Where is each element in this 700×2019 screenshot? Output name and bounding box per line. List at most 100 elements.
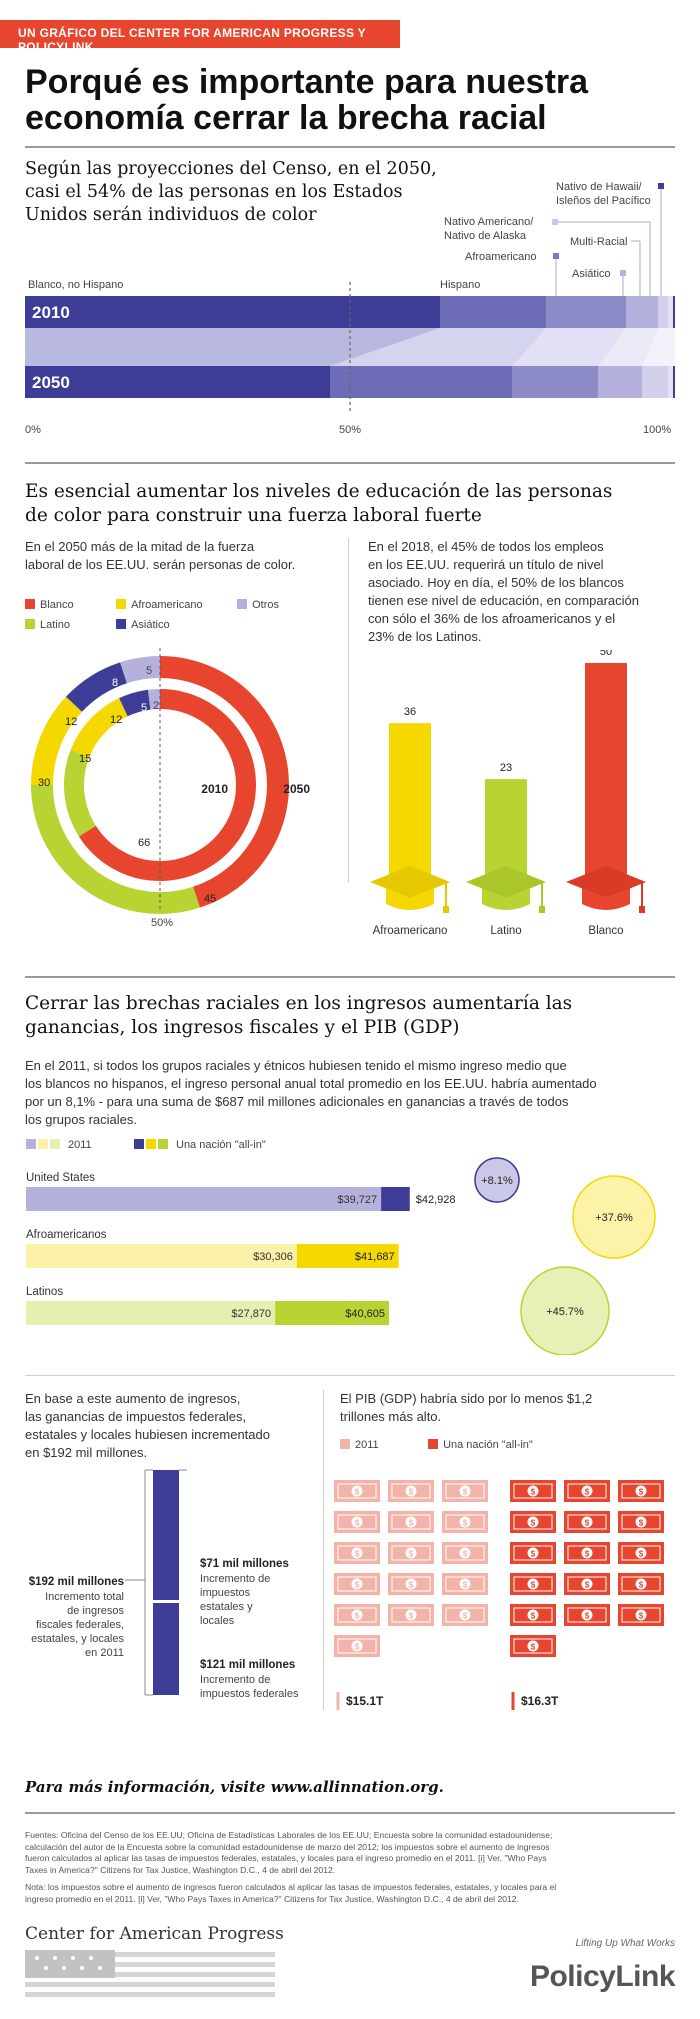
donut-val-outer-asian: 8 [112, 677, 118, 689]
bar-2010-black [546, 296, 626, 328]
dollar-coin-icon [351, 1609, 363, 1621]
dollar-sign-icon: $ [409, 1550, 414, 1559]
label-white: Blanco, no Hispano [28, 279, 123, 291]
banknote-border [567, 1576, 607, 1592]
dollar-sign-icon: $ [355, 1519, 360, 1528]
text-line: los blancos no hispanos, el ingreso pers… [25, 1076, 597, 1091]
year-2050-label: 2050 [32, 373, 70, 392]
census-heading: Según las proyecciones del Censo, en el … [25, 158, 495, 227]
dollar-sign-icon: $ [463, 1612, 468, 1621]
dollar-coin-icon [459, 1485, 471, 1497]
label-asian: Asiático [572, 268, 611, 280]
divider [25, 146, 675, 148]
legend-swatch-other [237, 599, 248, 609]
tax-federal-label: $121 mil millones [200, 1659, 295, 1671]
legend-swatch-allin [158, 1139, 168, 1149]
column-divider [348, 538, 349, 883]
donut-2010-white-segment [78, 689, 256, 881]
money-grid-allin: $ $ $ $ $ $ $ $ $ $ $ $ $ $ $ $ [510, 1480, 664, 1657]
dollar-coin-icon [581, 1578, 593, 1590]
banknote-border [621, 1483, 661, 1499]
more-info-link[interactable]: Para más información, visite www.allinna… [25, 1778, 444, 1796]
legend-swatch-2011 [340, 1439, 350, 1449]
dollar-sign-icon: $ [531, 1581, 536, 1590]
dollar-sign-icon: $ [531, 1643, 536, 1652]
dollar-sign-icon: $ [463, 1488, 468, 1497]
legend-swatch-allin [134, 1139, 144, 1149]
dollar-coin-icon [351, 1578, 363, 1590]
donut-2010-ring [64, 689, 256, 881]
policylink-tagline: Lifting Up What Works [575, 1938, 675, 1949]
text-line: laboral de los EE.UU. serán personas de … [25, 557, 296, 572]
text-line: En el 2018, el 45% de todos los empleos [368, 539, 604, 554]
text-line: en $192 mil millones. [25, 1445, 148, 1460]
income-row-name: Afroamericanos [26, 1229, 107, 1241]
dollar-coin-icon [351, 1485, 363, 1497]
year-2010-label: 2010 [32, 303, 70, 322]
dollar-sign-icon: $ [531, 1612, 536, 1621]
dollar-coin-icon [351, 1547, 363, 1559]
cap-tassel [443, 906, 449, 913]
axis-0: 0% [25, 424, 41, 436]
legend-swatch-2011 [38, 1139, 48, 1149]
title-line-1: Porqué es importante para nuestra [25, 63, 589, 101]
banknote-border [621, 1545, 661, 1561]
dollar-coin-icon [351, 1516, 363, 1528]
banknote-border [445, 1514, 485, 1530]
dollar-sign-icon: $ [585, 1550, 590, 1559]
text-line: 23% de los Latinos. [368, 629, 482, 644]
legend-allin: Una nación "all-in" [443, 1439, 533, 1451]
connector-hispanic [330, 328, 546, 366]
dollar-coin-icon [459, 1609, 471, 1621]
bar-2010-white [25, 296, 440, 328]
cap-logo: Center for American Progress [25, 1924, 305, 2004]
banknote-border [513, 1483, 553, 1499]
dollar-coin-icon [581, 1547, 593, 1559]
dollar-coin-icon [527, 1485, 539, 1497]
text-line: En el 2050 más de la mitad de la fuerza [25, 539, 255, 554]
dollar-coin-icon [527, 1578, 539, 1590]
bar-2050-native [668, 366, 673, 398]
divider [25, 1812, 675, 1814]
bar-2050-asian [598, 366, 642, 398]
bar-2050-multi [642, 366, 668, 398]
bar-2050-hawaii [673, 366, 675, 398]
edu-bar-white [585, 663, 627, 878]
banknote-border [337, 1576, 377, 1592]
column-divider [323, 1390, 324, 1710]
gdp-allin-value: $16.3T [521, 1694, 559, 1708]
income-body: En el 2011, si todos los grupos raciales… [25, 1057, 675, 1129]
label-hawaii: Nativo de Hawaii/ [556, 181, 643, 193]
edu-bar-name-black: Afroamericano [373, 925, 448, 937]
income-heading-line: ganancias, los ingresos fiscales y el PI… [25, 1017, 460, 1038]
banknote-border [337, 1638, 377, 1654]
edu-bar-latino [485, 779, 527, 878]
graduation-cap-icon [386, 888, 434, 910]
text-line: asociado. Hoy en día, el 50% de los blan… [368, 575, 624, 590]
banknote-border [337, 1545, 377, 1561]
text-line: En base a este aumento de ingresos, [25, 1391, 241, 1406]
banknote-border [513, 1576, 553, 1592]
tax-total-label: $192 mil millones [29, 1576, 124, 1588]
dollar-sign-icon: $ [409, 1612, 414, 1621]
dollar-sign-icon: $ [585, 1519, 590, 1528]
legend-swatch-black [116, 599, 127, 609]
text-line: las ganancias de impuestos federales, [25, 1409, 247, 1424]
dollar-sign-icon: $ [585, 1581, 590, 1590]
dollar-coin-icon [405, 1609, 417, 1621]
cap-logo-text: Center for American Progress [25, 1924, 284, 1944]
bar-state-local-taxes [153, 1470, 179, 1600]
divider [25, 976, 675, 978]
text-line: con sólo el 36% de los afroamericanos y … [368, 611, 616, 626]
dollar-coin-icon [459, 1578, 471, 1590]
bar-2010-multi [658, 296, 668, 328]
tax-state-desc: estatales y [200, 1601, 253, 1613]
dollar-coin-icon [527, 1640, 539, 1652]
banknote-border [621, 1576, 661, 1592]
dollar-coin-icon [527, 1547, 539, 1559]
dollar-sign-icon: $ [585, 1488, 590, 1497]
income-row-name: Latinos [26, 1286, 63, 1298]
donut-val-outer-white: 45 [204, 893, 216, 905]
banknote-border [337, 1483, 377, 1499]
census-heading-line: casi el 54% de las personas en los Estad… [25, 182, 403, 202]
